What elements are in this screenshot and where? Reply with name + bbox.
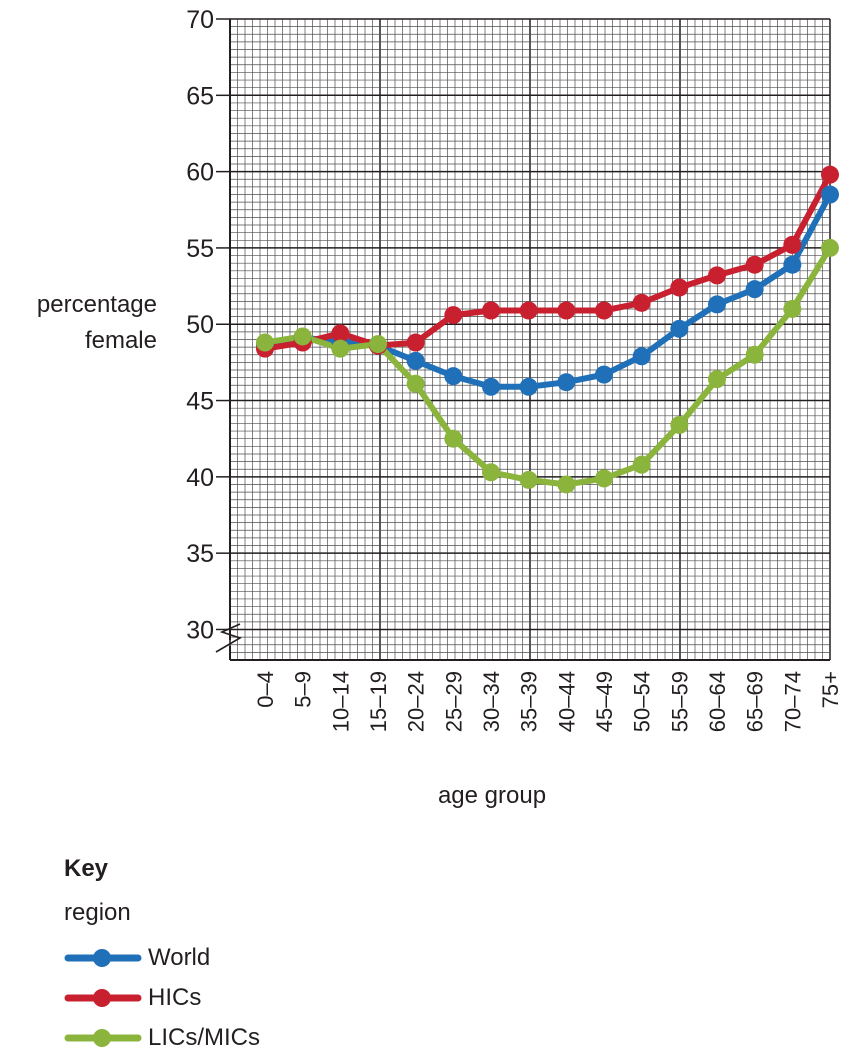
chart-axes [215, 19, 830, 661]
x-tick-label: 30–34 [479, 671, 504, 732]
series-lines [262, 171, 833, 488]
legend-label: World [148, 944, 211, 971]
data-point [821, 185, 839, 204]
legend-label: LICs/MICs [148, 1024, 261, 1051]
series-line [262, 171, 833, 352]
data-point [783, 235, 802, 254]
data-point [708, 295, 726, 314]
x-tick-label: 5–9 [291, 671, 316, 708]
data-point [482, 377, 500, 396]
y-tick-label: 50 [186, 311, 214, 339]
data-point [670, 415, 689, 434]
x-tick-label: 65–69 [743, 671, 768, 732]
data-point [783, 299, 802, 318]
data-point [821, 165, 839, 184]
data-point [557, 373, 576, 392]
data-point [708, 266, 726, 285]
data-point [444, 367, 463, 386]
data-point [632, 455, 651, 474]
y-tick-label: 65 [186, 82, 214, 110]
y-tick-label: 60 [186, 159, 214, 187]
data-point [256, 333, 274, 352]
data-point [482, 301, 500, 320]
data-point [406, 333, 425, 352]
data-point [482, 463, 500, 482]
x-tick-label: 25–29 [441, 671, 466, 732]
data-point [745, 280, 764, 299]
data-point [557, 475, 576, 494]
line-chart: 30 35 40 45 50 55 60 65 70 0–4 5–9 10–14 15–19 20–24… [37, 6, 843, 809]
data-point [293, 327, 312, 346]
y-tick-labels: 30 35 40 45 50 55 60 65 70 [186, 6, 230, 644]
x-axis-label: age group [438, 782, 546, 809]
legend-label: HICs [148, 984, 202, 1011]
y-tick-label: 30 [186, 616, 214, 644]
x-tick-label: 40–44 [554, 671, 579, 732]
legend-title: Key [64, 855, 109, 882]
data-point [595, 469, 613, 488]
x-tick-label: 15–19 [366, 671, 391, 732]
x-tick-label: 10–14 [328, 671, 353, 732]
legend: Key region World HICs LICs/MICs [64, 855, 464, 1061]
x-tick-label: 35–39 [517, 671, 542, 732]
x-tick-label: 60–64 [705, 671, 730, 732]
data-point [745, 255, 764, 274]
y-tick-label: 35 [186, 540, 214, 568]
y-axis-label-line2: female [85, 327, 157, 354]
y-tick-label: 40 [186, 464, 214, 492]
x-tick-label: 20–24 [404, 671, 429, 732]
y-tick-label: 45 [186, 388, 214, 416]
data-point [519, 470, 538, 489]
axis-break-mark [215, 623, 242, 653]
legend-swatch [64, 1029, 142, 1047]
data-point [331, 339, 350, 358]
data-point [557, 301, 576, 320]
x-tick-label: 0–4 [253, 671, 278, 708]
data-point [444, 429, 463, 448]
legend-swatch [64, 949, 142, 967]
y-axis-label-line1: percentage [37, 291, 157, 318]
data-point [331, 324, 350, 343]
data-point [519, 301, 538, 320]
data-point [369, 335, 387, 354]
y-tick-label: 70 [186, 6, 214, 34]
data-point [670, 319, 689, 338]
y-tick-label: 55 [186, 235, 214, 263]
x-tick-label: 75+ [818, 671, 843, 708]
x-tick-label: 55–59 [667, 671, 692, 732]
data-point [632, 293, 651, 312]
legend-item: World [64, 941, 464, 975]
series-line [262, 191, 833, 390]
data-point [745, 345, 764, 364]
legend-item: HICs [64, 981, 464, 1015]
data-point [444, 306, 463, 325]
data-point [821, 238, 839, 257]
legend-subtitle: region [64, 899, 131, 926]
data-point [519, 377, 538, 396]
data-point [783, 255, 802, 274]
data-point [632, 347, 651, 366]
x-tick-label: 45–49 [592, 671, 617, 732]
data-point [670, 278, 689, 297]
data-point [406, 374, 425, 393]
x-tick-labels: 0–4 5–9 10–14 15–19 20–24 25–29 30–34 35–39 40–4… [253, 671, 843, 732]
data-point [595, 365, 613, 384]
x-tick-label: 50–54 [630, 671, 655, 732]
x-tick-label: 70–74 [780, 671, 805, 732]
data-point [595, 301, 613, 320]
legend-item: LICs/MICs [64, 1021, 464, 1055]
legend-swatch [64, 989, 142, 1007]
data-point [406, 351, 425, 370]
series-line [262, 244, 833, 488]
data-point [708, 370, 726, 389]
series-points [256, 165, 839, 494]
